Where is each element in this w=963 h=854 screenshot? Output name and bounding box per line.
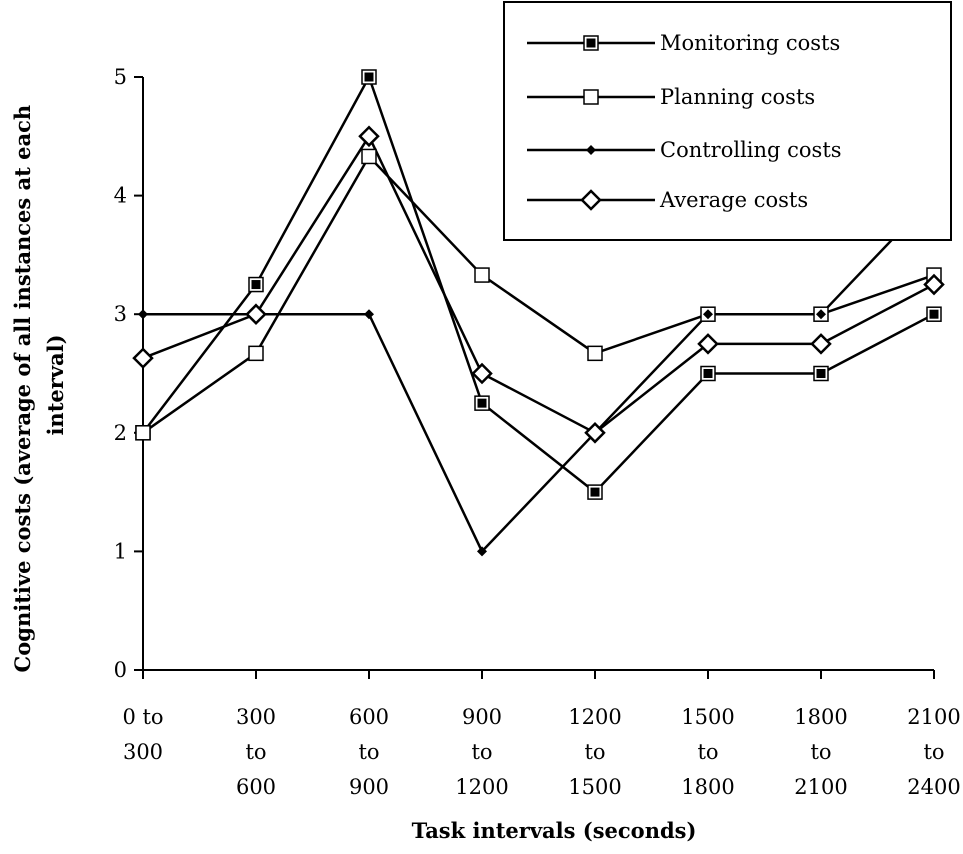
- markers-monitoring-costs: [135, 69, 942, 500]
- point-marker: [248, 345, 264, 362]
- point-marker-fill: [477, 398, 487, 408]
- point-marker: [135, 425, 151, 441]
- point-marker: [361, 148, 377, 165]
- y-axis-title-line-2: interval): [43, 334, 68, 435]
- y-axis-title-line-1: Cognitive costs (average of all instance…: [10, 105, 35, 673]
- point-marker-fill: [590, 487, 600, 497]
- legend-item: Monitoring costs: [527, 31, 840, 55]
- x-axis-title: Task intervals (seconds): [412, 818, 697, 843]
- point-marker-fill: [364, 72, 374, 82]
- legend-item: Controlling costs: [527, 138, 842, 162]
- point-marker-fill: [929, 309, 939, 319]
- point-marker-fill: [816, 369, 826, 378]
- x-tick-label: 1200 to 1500: [568, 705, 621, 799]
- point-marker: [587, 345, 603, 362]
- y-tick-label: 4: [114, 184, 127, 208]
- markers-average-costs: [132, 125, 945, 444]
- y-tick-label: 0: [114, 658, 127, 682]
- series-layer: [132, 69, 945, 557]
- legend: Monitoring costs Planning costs Controllin…: [503, 1, 952, 241]
- series-line: [143, 194, 935, 553]
- x-tick-label: 2100 to 2400: [907, 705, 960, 799]
- point-marker: [138, 309, 148, 320]
- point-marker-fill: [251, 280, 261, 290]
- x-tick-label: 900 to 1200: [455, 705, 508, 799]
- series-controlling-costs: [143, 194, 935, 553]
- series-monitoring-costs: [142, 75, 935, 494]
- legend-label: Monitoring costs: [660, 31, 840, 55]
- point-marker: [477, 546, 487, 557]
- point-marker: [923, 273, 945, 296]
- point-marker-fill: [586, 38, 596, 48]
- series-line: [142, 135, 935, 435]
- axes: [134, 76, 935, 679]
- point-marker: [132, 347, 154, 369]
- y-tick-label: 2: [114, 421, 127, 445]
- point-marker: [245, 303, 267, 325]
- point-marker-fill: [703, 369, 713, 378]
- legend-label: Controlling costs: [660, 138, 842, 162]
- point-marker: [584, 422, 606, 444]
- x-tick-label: 600 to 900: [349, 705, 389, 799]
- y-tick-label: 3: [114, 302, 127, 326]
- point-marker: [816, 309, 826, 320]
- legend-item: Average costs: [527, 188, 808, 212]
- point-marker: [358, 125, 380, 148]
- point-marker: [474, 267, 490, 283]
- point-marker: [703, 309, 713, 320]
- point-marker: [810, 333, 832, 355]
- point-marker: [697, 333, 719, 355]
- y-axis-title: Cognitive costs (average of all instance…: [10, 98, 68, 673]
- legend-label: Average costs: [659, 188, 808, 212]
- legend-item: Planning costs: [527, 85, 815, 109]
- point-marker: [586, 145, 596, 155]
- point-marker: [364, 309, 374, 320]
- legend-label: Planning costs: [660, 85, 815, 109]
- x-tick-label: 1500 to 1800: [681, 705, 734, 799]
- point-marker: [583, 89, 599, 105]
- y-tick-label: 5: [114, 65, 127, 89]
- y-tick-label: 1: [114, 539, 127, 563]
- x-tick-label: 300 to 600: [236, 705, 276, 799]
- series-average-costs: [142, 135, 935, 435]
- point-marker: [580, 189, 602, 211]
- x-tick-label: 1800 to 2100: [794, 705, 847, 799]
- series-line: [142, 75, 935, 494]
- x-tick-label: 0 to 300: [122, 705, 163, 764]
- point-marker: [471, 362, 493, 385]
- tick-labels: 0 1 2 3 4 5 0 to 300 300 to 600 600 to 900 900 to 1200 12…: [114, 65, 961, 799]
